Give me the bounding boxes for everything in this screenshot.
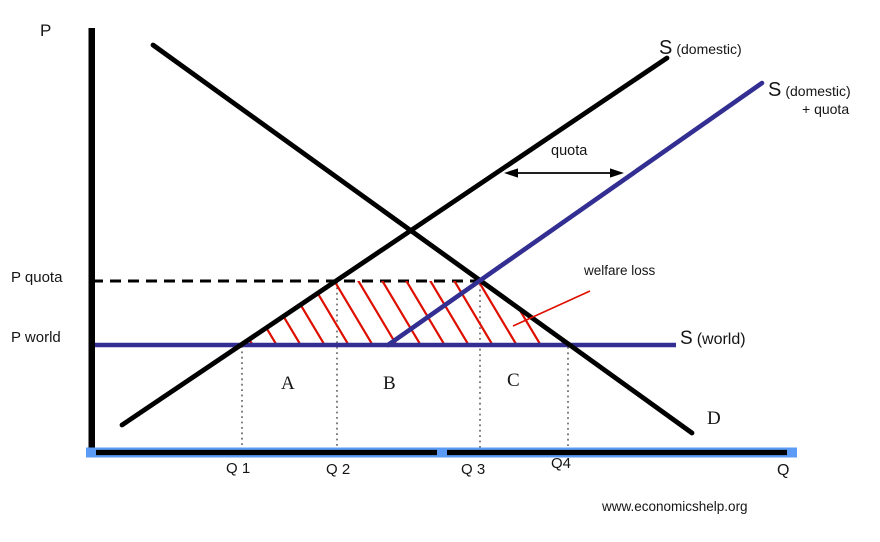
area-c-label: C <box>507 370 520 391</box>
s-quota-label-s: S <box>768 79 782 101</box>
q3-label: Q 3 <box>461 461 486 478</box>
s-world-label-s: S <box>680 328 693 349</box>
demand-curve <box>150 42 695 436</box>
s-quota-label-rest: (domestic) <box>785 83 851 99</box>
x-axis-left-handle[interactable] <box>86 447 96 458</box>
x-axis-right-handle[interactable] <box>787 447 797 458</box>
s-domestic-label-s: S <box>659 37 673 59</box>
s-domestic-label-rest: (domestic) <box>676 41 742 57</box>
s-domestic-curve <box>119 55 670 428</box>
area-b-label: B <box>383 373 396 394</box>
s-domestic-plus-quota-curve <box>385 80 765 348</box>
demand-label: D <box>707 408 721 429</box>
p-world-label: P world <box>11 329 61 346</box>
x-axis-middle-handle[interactable] <box>437 447 447 458</box>
s-quota-label-line2: + quota <box>802 101 850 117</box>
quota-arrow <box>504 168 624 178</box>
p-axis-label: P <box>40 21 52 40</box>
p-quota-label: P quota <box>11 269 63 286</box>
area-a-label: A <box>281 373 295 394</box>
y-axis <box>88 28 95 451</box>
s-domestic-plus-quota-label: S (domestic) + quota <box>768 80 851 117</box>
welfare-loss-pointer-line <box>512 290 591 327</box>
watermark: www.economicshelp.org <box>602 499 748 514</box>
q2-label: Q 2 <box>326 461 351 478</box>
s-world-label-rest: (world) <box>696 331 746 348</box>
quota-annotation: quota <box>551 143 588 159</box>
s-world-label: S (world) <box>680 329 746 349</box>
welfare-loss-hatch <box>242 281 568 345</box>
x-axis[interactable] <box>86 447 797 458</box>
q1-label: Q 1 <box>226 460 251 477</box>
s-domestic-label: S (domestic) <box>659 38 742 59</box>
welfare-loss-annotation: welfare loss <box>584 263 656 278</box>
q-axis-label: Q <box>777 462 790 479</box>
q4-label: Q4 <box>551 455 572 472</box>
